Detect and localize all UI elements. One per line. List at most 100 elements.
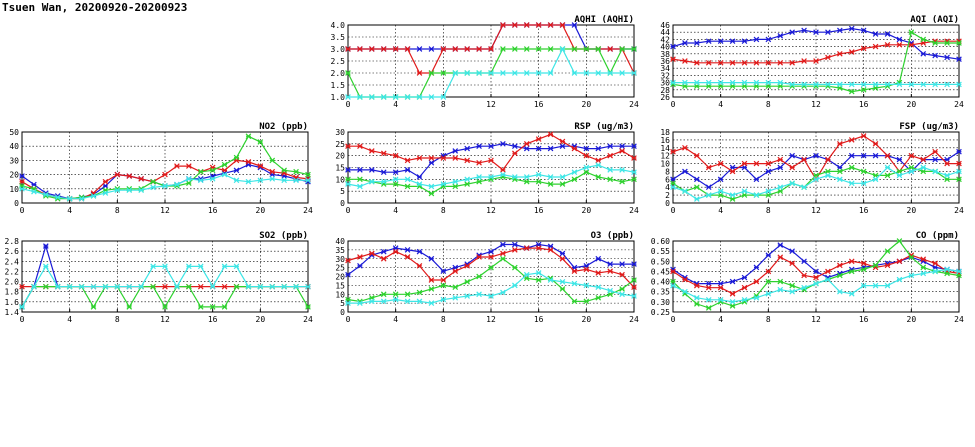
chart-rsp-point-day1	[607, 143, 613, 150]
chart-co-point-day3	[956, 272, 962, 279]
chart-co-point-day2	[813, 274, 819, 281]
chart-co-point-day1	[705, 280, 712, 287]
chart-so2-point-day3	[186, 283, 192, 290]
chart-so2-point-day4	[197, 263, 204, 270]
chart-so2-point-day4	[126, 283, 133, 290]
chart-o3-point-day3	[440, 282, 447, 289]
chart-fsp-point-day1	[872, 152, 879, 159]
chart-aqhi-point-day2	[607, 46, 613, 52]
chart-aqhi-point-day4	[535, 70, 542, 76]
chart-so2-point-day3	[150, 283, 156, 290]
chart-o3-point-day3	[595, 294, 602, 301]
chart-o3-point-day1	[619, 261, 625, 267]
chart-no2-xtick-label: 12	[160, 206, 170, 215]
chart-no2-point-day4	[90, 193, 97, 199]
chart-co-point-day4	[813, 280, 819, 287]
chart-o3-point-day4	[619, 291, 625, 298]
chart-o3-point-day4	[512, 282, 518, 289]
chart-aqhi-point-day3	[523, 46, 530, 52]
chart-fsp-ytick-label: 18	[660, 128, 670, 137]
chart-co-ytick-label: 0.40	[651, 278, 670, 287]
chart-fsp-point-day1	[705, 184, 712, 191]
chart-rsp-xtick-label: 0	[346, 206, 351, 215]
chart-rsp-point-day2	[380, 150, 387, 157]
chart-aqhi-point-day2	[380, 46, 387, 52]
chart-no2-point-day4	[19, 185, 25, 192]
chart-so2-point-day4	[19, 304, 25, 310]
chart-o3-ytick-label: 5	[340, 299, 345, 308]
chart-no2-ytick-label: 10	[9, 185, 19, 194]
chart-no2-point-day3	[197, 168, 204, 175]
chart-o3-point-day2	[476, 254, 482, 260]
chart-aqhi-title: AQHI (AQHI)	[574, 15, 634, 25]
chart-co-ytick-label: 0.30	[651, 298, 670, 307]
chart-co-ytick-label: 0.60	[651, 237, 670, 246]
chart-so2-point-day2	[19, 283, 25, 290]
chart-o3-point-day2	[440, 277, 447, 283]
chart-aqhi-point-day4	[583, 70, 590, 76]
chart-rsp-point-day4	[631, 169, 637, 176]
chart-co-point-day2	[837, 262, 843, 269]
chart-aqhi-ytick-label: 1.0	[331, 93, 346, 102]
chart-rsp-point-day2	[369, 148, 375, 154]
chart-rsp-title: RSP (ug/m3)	[574, 122, 634, 132]
chart-aqhi-point-day2	[416, 70, 423, 76]
chart-aqhi-point-day2	[559, 22, 566, 28]
chart-aqi-point-day4	[860, 81, 867, 88]
chart-so2-point-day3	[221, 304, 228, 310]
chart-co-point-day4	[944, 266, 950, 273]
chart-so2-point-day4	[43, 263, 49, 270]
chart-aqhi-point-day2	[345, 46, 351, 52]
chart-rsp-point-day1	[404, 167, 411, 173]
chart-fsp-point-day4	[705, 192, 712, 198]
chart-o3-point-day3	[464, 279, 470, 285]
chart-so2-point-day4	[114, 283, 121, 290]
chart-co-point-day1	[717, 280, 724, 287]
chart-no2-xtick-label: 8	[115, 206, 120, 215]
chart-aqhi-point-day3	[547, 46, 554, 52]
chart-rsp-point-day1	[512, 143, 518, 150]
chart-co-ytick-label: 0.45	[651, 267, 670, 276]
chart-fsp-point-day4	[920, 164, 927, 171]
chart-rsp-point-day3	[607, 176, 613, 183]
chart-o3-point-day2	[559, 255, 566, 262]
chart-aqhi-point-day4	[488, 70, 494, 76]
chart-aqhi-point-day4	[369, 94, 375, 100]
chart-fsp-point-day4	[729, 192, 736, 198]
chart-o3-point-day2	[464, 263, 470, 269]
chart-fsp-point-day2	[944, 160, 950, 167]
chart-aqi-ytick-label: 38	[660, 50, 670, 59]
chart-o3-point-day4	[595, 284, 602, 290]
chart-co-point-day4	[825, 276, 831, 283]
chart-aqi-point-day1	[765, 36, 772, 43]
chart-aqi-point-day3	[932, 40, 938, 46]
chart-so2-xtick-label: 12	[160, 315, 170, 324]
chart-o3-point-day3	[476, 273, 482, 280]
chart-aqi-point-day3	[908, 29, 915, 36]
chart-no2-point-day3	[293, 168, 299, 175]
chart-so2-title: SO2 (ppb)	[259, 231, 308, 241]
chart-aqi-xtick-label: 8	[766, 100, 771, 109]
chart-co-point-day4	[694, 294, 700, 301]
chart-aqi-ytick-label: 36	[660, 57, 670, 66]
chart-aqhi-point-day2	[440, 46, 447, 52]
chart-fsp-point-day4	[956, 168, 962, 175]
chart-o3-point-day1	[440, 268, 447, 274]
chart-aqi-point-day2	[908, 41, 915, 48]
chart-o3-point-day4	[523, 271, 530, 278]
chart-rsp-point-day3	[357, 176, 363, 183]
chart-o3-point-day1	[595, 255, 602, 262]
chart-aqhi-point-day1	[571, 22, 578, 28]
chart-o3-xtick-label: 20	[582, 315, 592, 324]
chart-so2-ytick-label: 2.4	[5, 257, 20, 266]
chart-aqi-point-day4	[813, 81, 819, 88]
chart-aqhi-xtick-label: 24	[629, 100, 639, 109]
chart-aqi-point-day2	[682, 58, 688, 64]
chart-rsp-point-day4	[392, 176, 399, 183]
chart-aqhi-point-day2	[476, 46, 482, 52]
chart-aqi-point-day1	[705, 38, 712, 45]
chart-co-point-day2	[670, 268, 676, 275]
chart-rsp-point-day3	[464, 181, 470, 187]
chart-so2-point-day4	[186, 263, 192, 270]
chart-o3-point-day2	[512, 247, 518, 253]
